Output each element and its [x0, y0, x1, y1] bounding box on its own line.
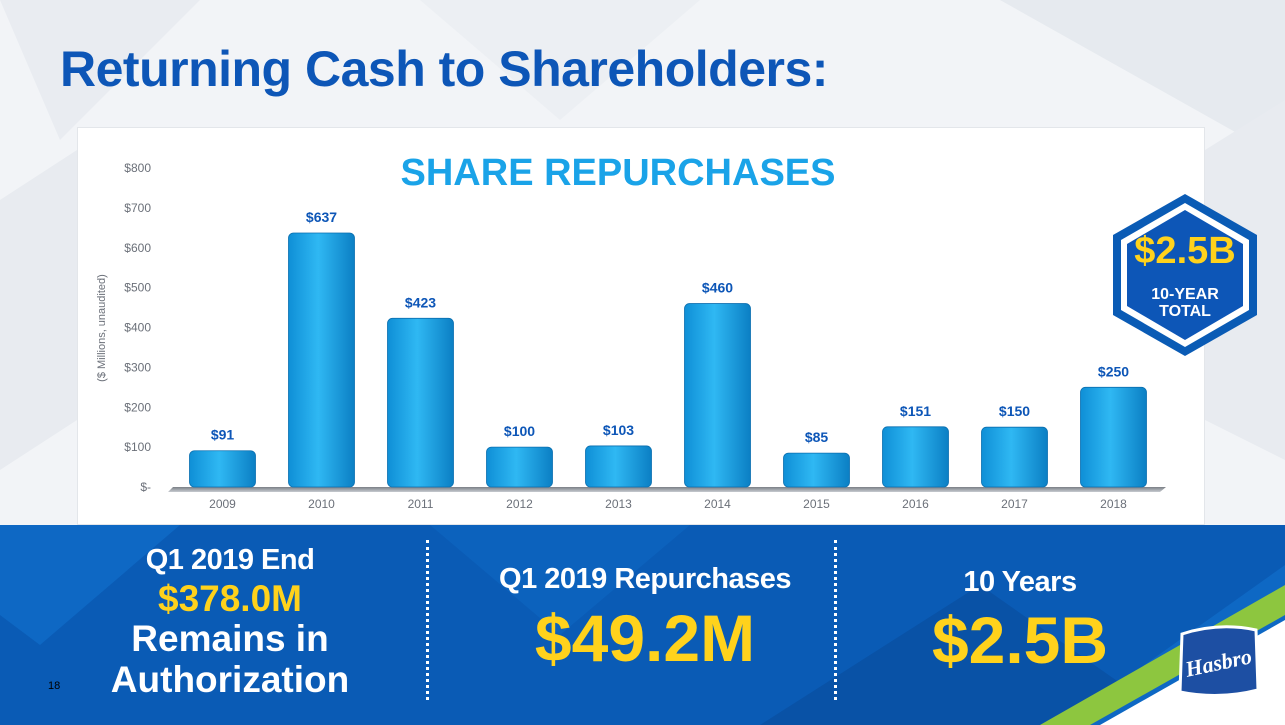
y-axis-label: ($ Millions, unaudited): [96, 274, 108, 382]
data-label-2011: $423: [405, 294, 436, 310]
y-tick-label: $700: [124, 201, 151, 215]
authorization-line3: Authorization: [110, 659, 350, 700]
authorization-line2: Remains in: [131, 618, 329, 659]
data-label-2016: $151: [900, 403, 931, 419]
stat-divider-left: [426, 540, 429, 700]
x-tick-label: 2018: [1100, 497, 1127, 511]
data-label-2013: $103: [603, 422, 634, 438]
y-tick-label: $500: [124, 281, 151, 295]
x-tick-label: 2009: [209, 497, 236, 511]
x-tick-label: 2013: [605, 497, 632, 511]
x-tick-label: 2011: [408, 497, 434, 511]
bar-2009: [189, 450, 256, 488]
chart-title: SHARE REPURCHASES: [401, 152, 836, 194]
x-tick-label: 2012: [506, 497, 533, 511]
stat-divider-right: [834, 540, 837, 700]
repurchases-label: Q1 2019 Repurchases: [499, 563, 791, 595]
y-tick-label: $200: [124, 400, 151, 414]
data-label-2012: $100: [504, 423, 535, 439]
slide-title: Returning Cash to Shareholders:: [60, 41, 828, 97]
ten-years-value: $2.5B: [931, 603, 1109, 677]
repurchases-value: $49.2M: [534, 601, 756, 675]
data-label-2009: $91: [211, 427, 235, 443]
bar-2013: [585, 445, 652, 488]
authorization-heading: Q1 2019 End: [145, 544, 315, 576]
x-tick-label: 2017: [1001, 497, 1028, 511]
data-label-2015: $85: [805, 429, 829, 445]
ten-years-label: 10 Years: [963, 566, 1077, 598]
authorization-value: $378.0M: [158, 578, 302, 619]
bar-2011: [387, 317, 454, 488]
chart-panel: SHARE REPURCHASES ($ Millions, unaudited…: [77, 127, 1205, 525]
data-label-2017: $150: [999, 403, 1030, 419]
x-tick-label: 2016: [902, 497, 929, 511]
data-label-2010: $637: [306, 209, 337, 225]
y-tick-label: $100: [124, 440, 151, 454]
bar-2015: [783, 452, 850, 488]
y-tick-label: $800: [124, 161, 151, 175]
bar-2016: [882, 426, 949, 488]
x-tick-label: 2010: [308, 497, 335, 511]
ten-year-total-badge: $2.5B 10-YEAR TOTAL: [1109, 190, 1261, 360]
chart-floor: [168, 487, 1166, 492]
share-repurchases-chart: SHARE REPURCHASES ($ Millions, unaudited…: [96, 152, 1166, 511]
y-tick-label: $300: [124, 360, 151, 374]
y-tick-label: $400: [124, 321, 151, 335]
bar-2014: [684, 303, 751, 488]
page-number: 18: [48, 680, 61, 692]
data-label-2014: $460: [702, 280, 733, 296]
y-tick-label: $600: [124, 241, 151, 255]
badge-value: $2.5B: [1134, 230, 1236, 272]
y-tick-label: $-: [140, 480, 151, 494]
bar-2010: [288, 232, 355, 488]
hasbro-logo: Hasbro: [1178, 625, 1260, 698]
bar-2017: [981, 426, 1048, 488]
badge-label: 10-YEAR TOTAL: [1151, 286, 1219, 320]
bar-2012: [486, 446, 553, 488]
x-tick-label: 2014: [704, 497, 731, 511]
x-tick-label: 2015: [803, 497, 830, 511]
bar-2018: [1080, 386, 1147, 488]
data-label-2018: $250: [1098, 363, 1129, 379]
